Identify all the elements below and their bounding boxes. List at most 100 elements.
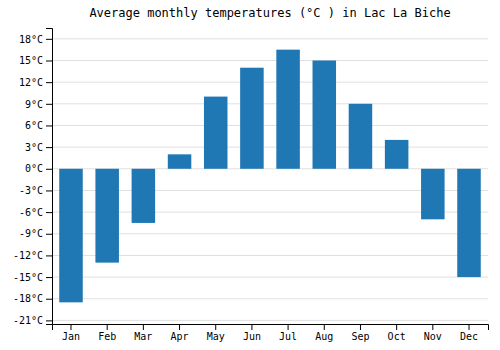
grid-line: [52, 277, 488, 278]
tick: Mar: [134, 324, 152, 342]
tick: Nov: [424, 324, 442, 342]
tick-label: Jul: [279, 331, 297, 342]
tick-label: Jan: [62, 331, 80, 342]
tick-label: -18°C: [13, 293, 43, 304]
tick: -9°C: [19, 228, 52, 239]
bar: [59, 169, 83, 303]
bar: [132, 169, 156, 223]
tick-mark: [432, 324, 433, 330]
tick-mark: [143, 324, 144, 330]
tick-mark: [215, 324, 216, 330]
bar: [313, 60, 337, 168]
tick-mark: [46, 190, 52, 191]
tick: Aug: [315, 324, 333, 342]
tick-mark: [46, 104, 52, 105]
tick: May: [207, 324, 225, 342]
axis-line: [53, 325, 489, 331]
tick-mark: [251, 324, 252, 330]
bars: [59, 50, 481, 303]
tick: -15°C: [13, 272, 52, 283]
plot: -21°C -18°C -15°C -12°C -9°C -6°C -3°C 0°C 3°C 6°…: [13, 29, 489, 343]
tick-label: 3°C: [25, 142, 43, 153]
tick: 15°C: [19, 55, 52, 66]
tick-mark: [46, 82, 52, 83]
bar: [276, 50, 300, 169]
tick-mark: [324, 324, 325, 330]
tick-label: Jun: [243, 331, 261, 342]
bar: [204, 97, 228, 169]
tick-label: -6°C: [19, 207, 43, 218]
grid-line: [52, 320, 488, 321]
grid-line: [52, 38, 488, 39]
tick-label: Sep: [351, 331, 369, 342]
bar: [95, 169, 119, 263]
tick-mark: [46, 39, 52, 40]
tick: Dec: [460, 324, 478, 342]
tick-mark: [107, 324, 108, 330]
tick-label: -21°C: [13, 315, 43, 326]
tick-label: Oct: [388, 331, 406, 342]
tick: Feb: [98, 324, 116, 342]
tick-label: 12°C: [19, 77, 43, 88]
tick-mark: [70, 324, 71, 330]
tick: 9°C: [25, 99, 52, 110]
tick-label: Apr: [171, 331, 189, 342]
tick: 18°C: [19, 34, 52, 45]
tick-mark: [46, 277, 52, 278]
tick-label: Feb: [98, 331, 116, 342]
tick: Oct: [388, 324, 406, 342]
tick-mark: [46, 255, 52, 256]
tick-mark: [360, 324, 361, 330]
tick: -18°C: [13, 293, 52, 304]
tick-mark: [179, 324, 180, 330]
tick-label: Nov: [424, 331, 442, 342]
tick: 0°C: [25, 163, 52, 174]
tick: Sep: [351, 324, 369, 342]
tick-mark: [46, 299, 52, 300]
tick: -3°C: [19, 185, 52, 196]
tick-label: -9°C: [19, 228, 43, 239]
tick: Apr: [171, 324, 189, 342]
tick-label: 0°C: [25, 163, 43, 174]
y-axis: -21°C -18°C -15°C -12°C -9°C -6°C -3°C 0°C 3°C 6°…: [13, 29, 53, 327]
tick: -21°C: [13, 315, 52, 326]
x-axis: Jan Feb Mar Apr May Jun Jul Aug Sep Oct Nov Dec: [53, 324, 489, 342]
tick-mark: [46, 60, 52, 61]
tick-label: Aug: [315, 331, 333, 342]
tick: -6°C: [19, 207, 52, 218]
tick: 12°C: [19, 77, 52, 88]
tick-mark: [46, 147, 52, 148]
grid-line: [52, 82, 488, 83]
tick-label: 18°C: [19, 34, 43, 45]
tick: 6°C: [25, 120, 52, 131]
tick-label: 9°C: [25, 99, 43, 110]
grid-line: [52, 298, 488, 299]
tick-label: -12°C: [13, 250, 43, 261]
tick-label: -15°C: [13, 272, 43, 283]
tick-label: 15°C: [19, 55, 43, 66]
grid-line: [52, 60, 488, 61]
tick-mark: [46, 212, 52, 213]
grid-line: [52, 103, 488, 104]
tick-mark: [288, 324, 289, 330]
tick: Jan: [62, 324, 80, 342]
tick-mark: [46, 320, 52, 321]
tick-label: Dec: [460, 331, 478, 342]
bar: [457, 169, 481, 277]
tick-label: May: [207, 331, 225, 342]
tick: -12°C: [13, 250, 52, 261]
tick-mark: [469, 324, 470, 330]
chart: -21°C -18°C -15°C -12°C -9°C -6°C -3°C 0°C 3°C 6°…: [0, 0, 500, 350]
tick: Jul: [279, 324, 297, 342]
bar: [421, 169, 445, 220]
tick-mark: [396, 324, 397, 330]
tick-label: 6°C: [25, 120, 43, 131]
tick-mark: [46, 169, 52, 170]
bar: [168, 154, 192, 168]
tick-mark: [46, 234, 52, 235]
bar: [240, 68, 264, 169]
bar: [385, 140, 409, 169]
tick-label: Mar: [134, 331, 152, 342]
tick: Jun: [243, 324, 261, 342]
tick-mark: [46, 125, 52, 126]
